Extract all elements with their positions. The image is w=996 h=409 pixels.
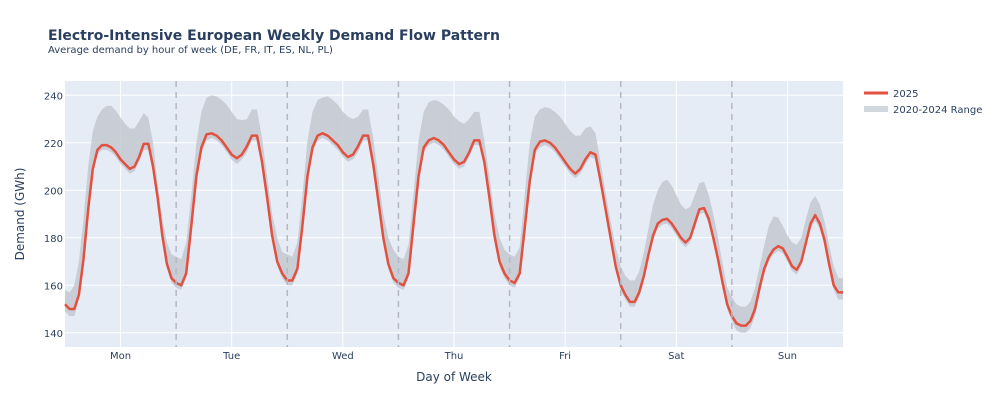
x-tick-label: Sun bbox=[778, 351, 797, 362]
range-band-2020-2024 bbox=[65, 95, 843, 333]
y-tick-label: 240 bbox=[44, 91, 63, 102]
x-tick-label: Thu bbox=[444, 351, 464, 362]
y-tick-label: 160 bbox=[44, 281, 63, 292]
y-axis-ticks: 140 160 180 200 220 240 bbox=[44, 91, 63, 340]
x-tick-label: Fri bbox=[559, 351, 571, 362]
x-axis-ticks: Mon Tue Wed Thu Fri Sat Sun bbox=[110, 351, 797, 362]
y-tick-label: 180 bbox=[44, 234, 63, 245]
x-tick-label: Sat bbox=[668, 351, 684, 362]
legend-label-range: 2020-2024 Range bbox=[893, 105, 982, 116]
x-axis-title: Day of Week bbox=[416, 370, 492, 384]
x-tick-label: Mon bbox=[110, 351, 131, 362]
range-band-layer bbox=[65, 95, 843, 333]
chart-subtitle: Average demand by hour of week (DE, FR, … bbox=[48, 45, 333, 56]
legend-label-2025: 2025 bbox=[893, 89, 918, 100]
day-dividers bbox=[175, 81, 733, 347]
legend[interactable]: 2025 2020-2024 Range bbox=[864, 89, 982, 116]
series-line-layer bbox=[64, 132, 843, 327]
y-tick-label: 220 bbox=[44, 139, 63, 150]
x-tick-label: Wed bbox=[332, 351, 354, 362]
y-tick-label: 140 bbox=[44, 329, 63, 340]
series-line-2025 bbox=[64, 132, 843, 327]
y-tick-label: 200 bbox=[44, 186, 63, 197]
chart-title: Electro-Intensive European Weekly Demand… bbox=[48, 28, 500, 44]
y-axis-title: Demand (GWh) bbox=[13, 168, 27, 261]
x-tick-label: Tue bbox=[222, 351, 240, 362]
